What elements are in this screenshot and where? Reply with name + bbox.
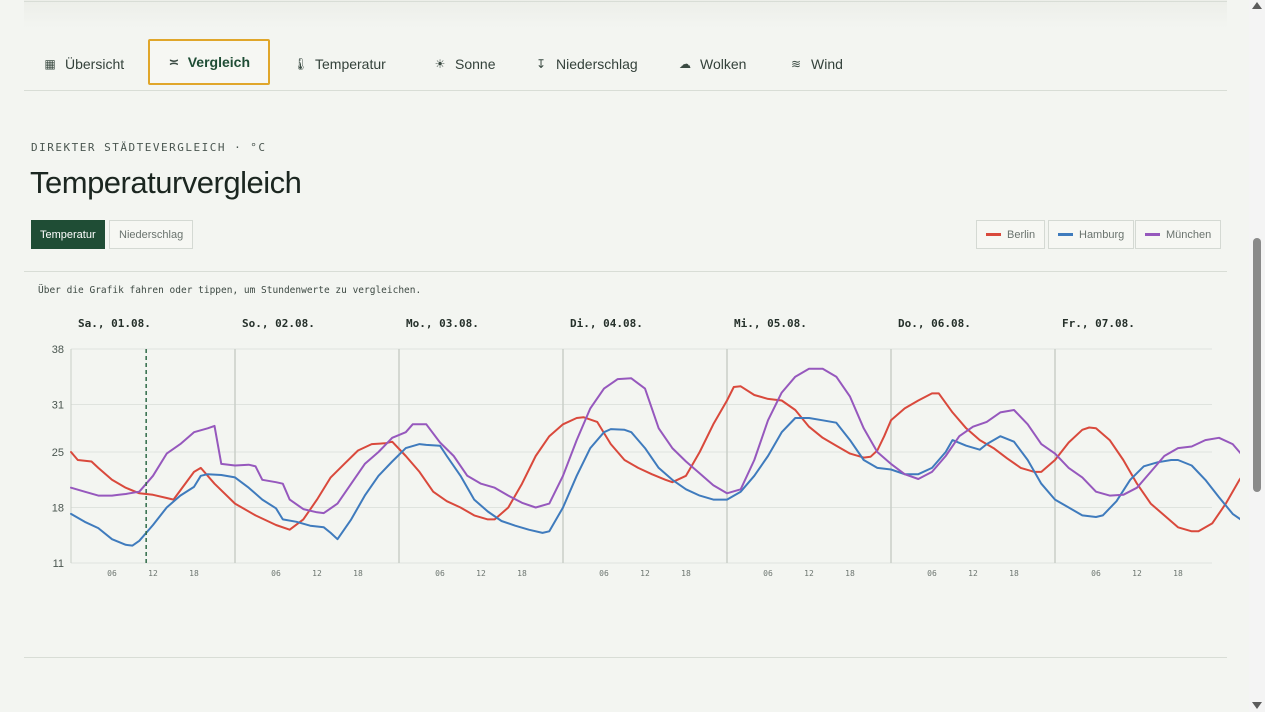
y-tick-label: 38 [52,344,64,356]
chart-hint: Über die Grafik fahren oder tippen, um S… [38,285,422,296]
hour-tick-label: 18 [681,569,691,578]
series-line-berlin [70,385,1240,533]
legend-label: München [1166,228,1212,241]
series-line-hamburg [70,417,1240,547]
scrollbar-thumb[interactable] [1253,238,1261,492]
hour-tick-label: 18 [353,569,363,578]
legend-hamburg[interactable]: Hamburg [1048,220,1135,249]
tab-niederschlag[interactable]: ↧ Niederschlag [534,40,638,88]
y-tick-label: 31 [52,399,64,411]
y-tick-label: 18 [52,503,64,515]
cloud-icon: ☁ [679,57,691,71]
hour-tick-label: 06 [763,569,773,578]
hour-tick-label: 12 [968,569,978,578]
temperature-chart[interactable]: 11 18 25 31 38 Sa., 01.08. 06 12 18 So., 02.08. 06… [0,300,1240,590]
toggle-temperatur-button[interactable]: Temperatur [31,220,105,249]
hour-tick-label: 18 [1009,569,1019,578]
hour-tick-label: 12 [1132,569,1142,578]
day-label: Mi., 05.08. [734,317,807,330]
y-tick-label: 25 [52,447,64,459]
tab-bar: ▦ Übersicht ≍ Vergleich 🌡 Temperatur ☀ S… [24,38,1227,91]
hour-tick-label: 12 [804,569,814,578]
hour-tick-label: 06 [271,569,281,578]
tab-label: Sonne [455,56,496,72]
day-label: Mo., 03.08. [406,317,479,330]
hour-tick-label: 06 [927,569,937,578]
hour-tick-label: 06 [1091,569,1101,578]
hour-tick-label: 18 [845,569,855,578]
tab-vergleich[interactable]: ≍ Vergleich [148,39,270,85]
legend-muenchen[interactable]: München [1135,220,1222,249]
toggle-niederschlag-button[interactable]: Niederschlag [109,220,194,249]
tab-sonne[interactable]: ☀ Sonne [433,40,496,88]
wind-icon: ≋ [790,57,802,71]
hour-tick-label: 18 [1173,569,1183,578]
hour-tick-label: 18 [517,569,527,578]
table-grid-icon: ▦ [44,57,56,71]
legend-label: Berlin [1007,228,1036,241]
tab-label: Wind [811,56,843,72]
day-label: So., 02.08. [242,317,315,330]
previous-card-edge [24,0,1227,2]
tab-label: Vergleich [187,54,250,70]
legend-swatch [986,233,1001,236]
section-divider [24,271,1227,272]
legend-swatch [1058,233,1073,236]
hour-tick-label: 06 [435,569,445,578]
day-label: Fr., 07.08. [1062,317,1135,330]
hour-tick-label: 12 [640,569,650,578]
hour-tick-label: 06 [599,569,609,578]
tab-uebersicht[interactable]: ▦ Übersicht [43,40,124,88]
hour-tick-label: 06 [107,569,117,578]
day-label: Di., 04.08. [570,317,643,330]
legend-swatch [1145,233,1160,236]
tab-temperatur[interactable]: 🌡 Temperatur [293,40,386,88]
hour-tick-label: 12 [312,569,322,578]
scroll-down-arrow-icon[interactable] [1252,702,1262,709]
hour-tick-label: 12 [476,569,486,578]
legend-label: Hamburg [1079,228,1125,241]
scroll-up-arrow-icon[interactable] [1252,2,1262,9]
section-kicker: DIREKTER STÄDTEVERGLEICH · °C [31,141,267,154]
legend-berlin[interactable]: Berlin [976,220,1046,249]
hour-tick-label: 12 [148,569,158,578]
hour-tick-label: 18 [189,569,199,578]
tab-label: Wolken [700,56,747,72]
day-label: Do., 06.08. [898,317,971,330]
section-divider-bottom [24,657,1227,658]
tab-label: Temperatur [315,56,386,72]
y-tick-label: 11 [53,558,64,570]
tab-label: Übersicht [65,56,125,72]
series-line-münchen [70,367,1240,515]
sun-icon: ☀ [434,57,446,71]
thermometer-icon: 🌡 [293,57,309,71]
tab-wind[interactable]: ≋ Wind [789,40,843,88]
compare-icon: ≍ [168,55,179,69]
tab-label: Niederschlag [556,56,638,72]
tab-wolken[interactable]: ☁ Wolken [678,40,746,88]
day-label: Sa., 01.08. [78,317,151,330]
precipitation-icon: ↧ [535,57,547,71]
page-title: Temperaturvergleich [30,165,302,200]
previous-card-shadow [24,0,1227,28]
